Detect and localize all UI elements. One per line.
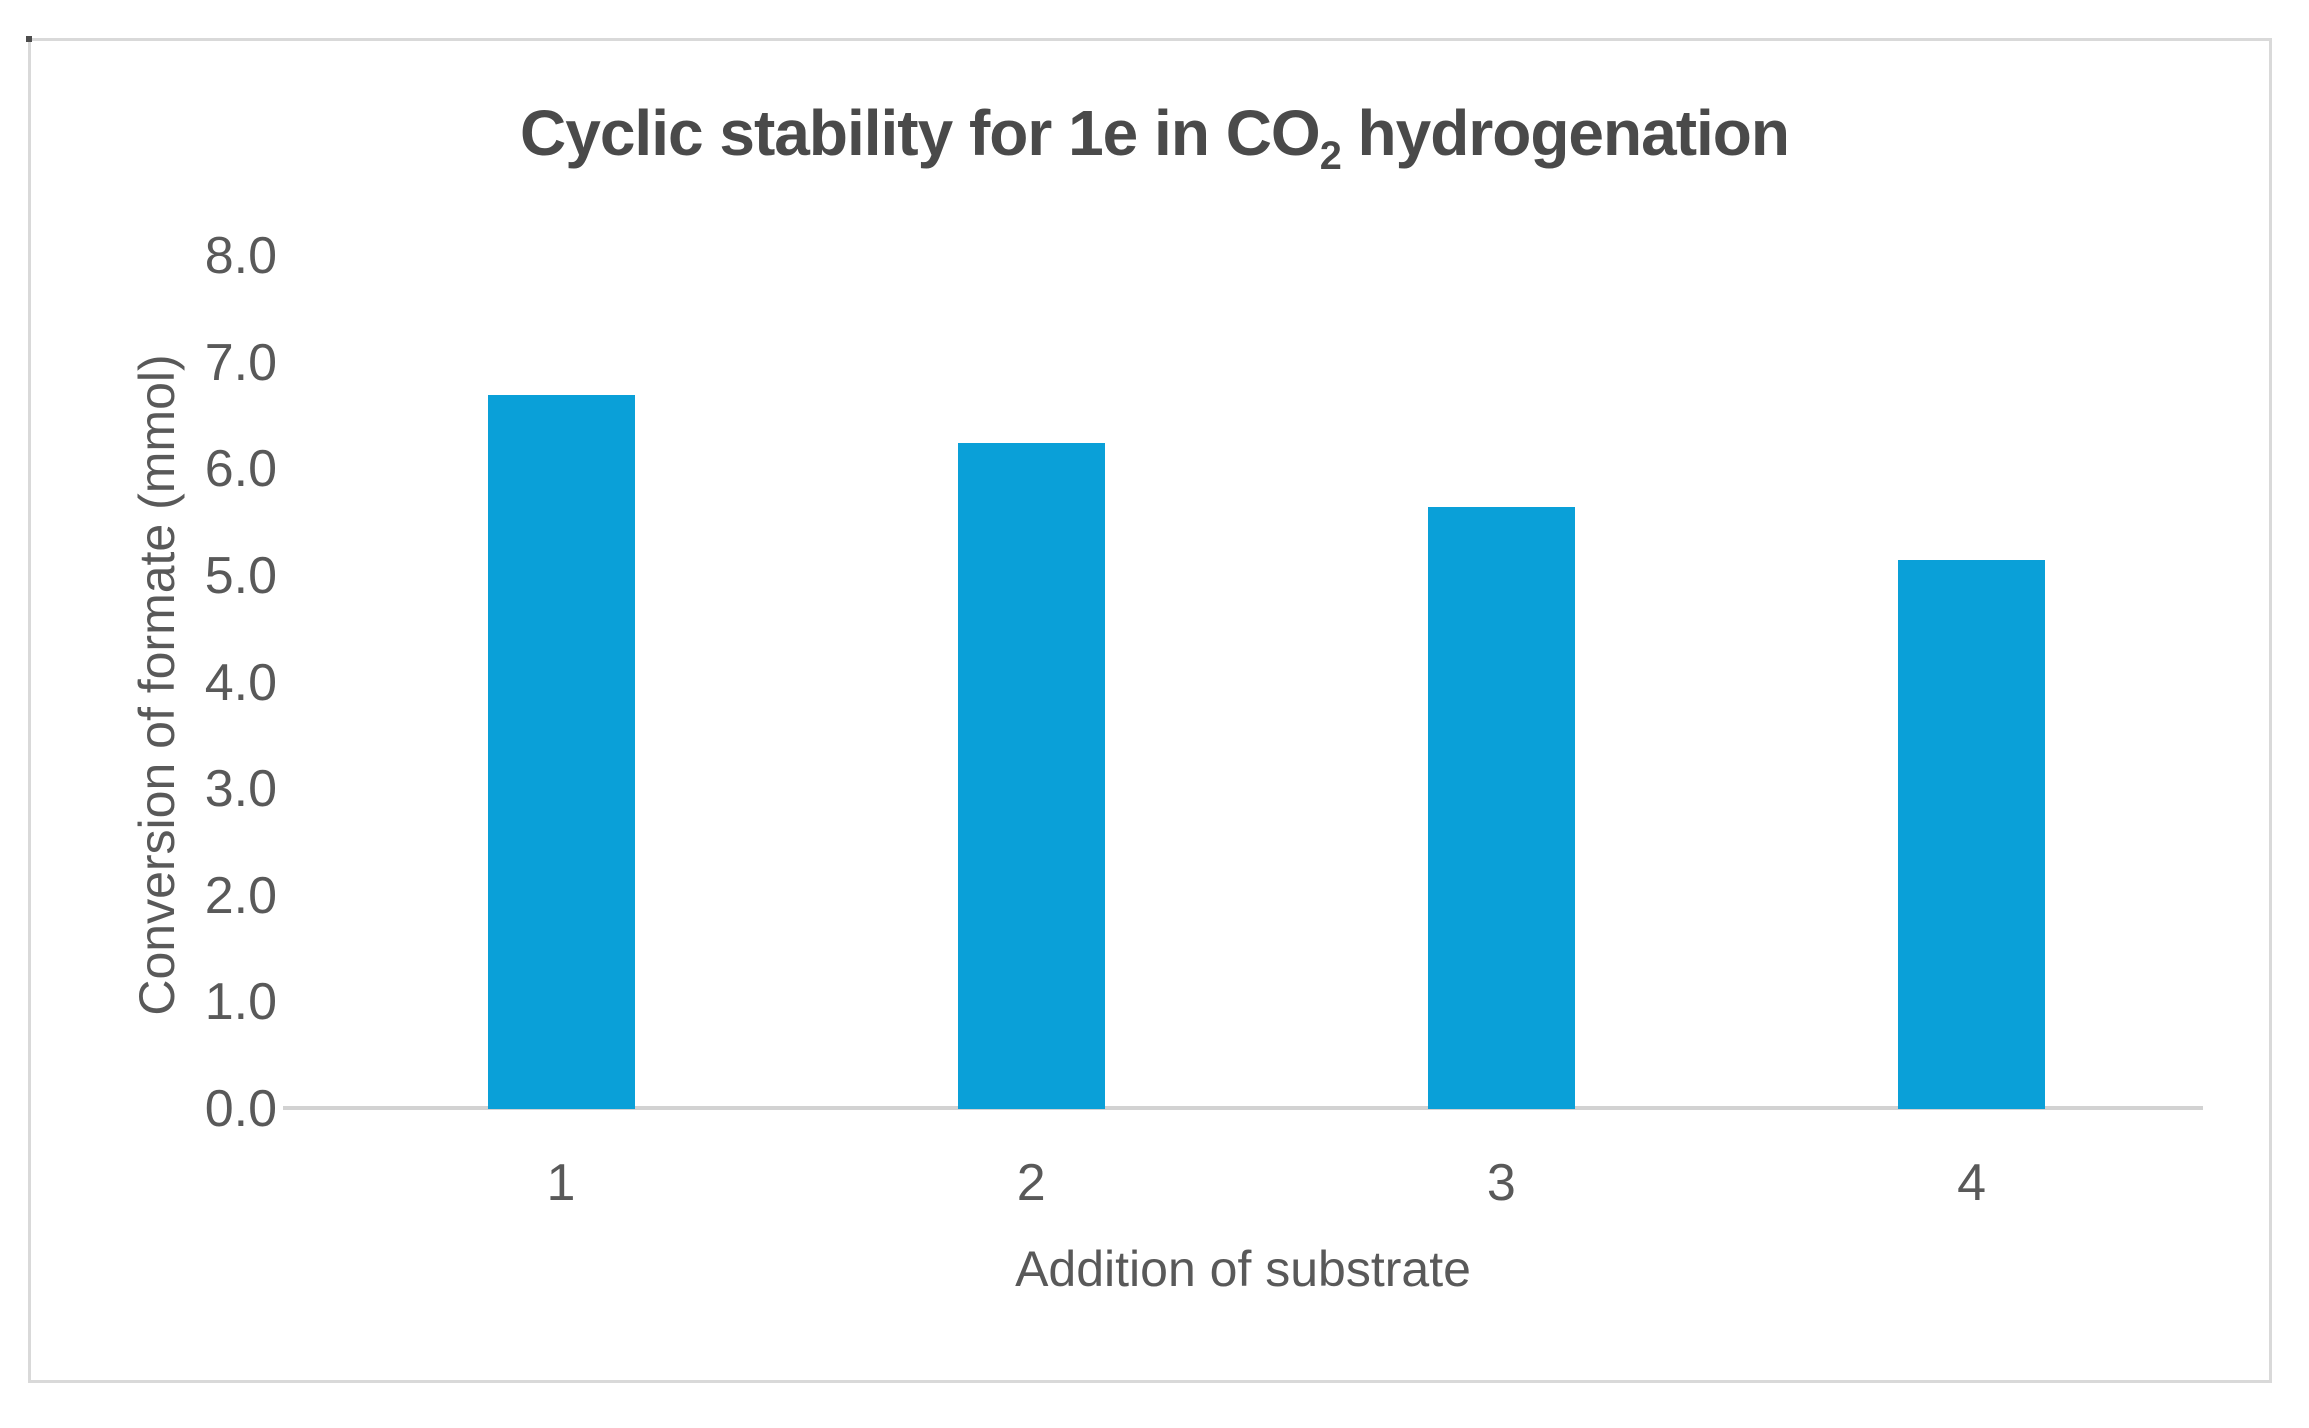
bar-addition-2 <box>957 442 1105 1109</box>
x-axis-line <box>283 1106 2203 1110</box>
y-tick-label: 1.0 <box>204 973 277 1032</box>
y-tick-label: 4.0 <box>204 653 277 712</box>
bar-addition-3 <box>1427 506 1575 1109</box>
y-tick-label: 6.0 <box>204 440 277 499</box>
bar-addition-4 <box>1898 560 2046 1109</box>
y-tick-label: 2.0 <box>204 866 277 925</box>
x-tick-label: 3 <box>1486 1154 1516 1212</box>
chart-title: Cyclic stability for 1e in CO2 hydrogena… <box>0 96 2309 176</box>
y-tick-label: 7.0 <box>204 333 277 392</box>
chart-title-subscript: 2 <box>1319 133 1342 178</box>
x-tick-label: 1 <box>546 1154 576 1212</box>
y-tick-label: 0.0 <box>204 1080 277 1138</box>
x-tick-label: 4 <box>1957 1154 1987 1212</box>
figure-border <box>28 38 2272 1383</box>
y-tick-label: 5.0 <box>204 547 277 605</box>
border-anchor-dot <box>26 36 32 42</box>
y-tick-label: 8.0 <box>204 227 277 286</box>
x-tick-label: 2 <box>1016 1154 1046 1212</box>
x-axis-title: Addition of substrate <box>1015 1241 1471 1297</box>
chart-title-prefix: Cyclic stability for 1e in CO <box>520 97 1321 169</box>
y-tick-label: 3.0 <box>204 760 277 819</box>
bar-addition-1 <box>487 394 635 1109</box>
chart-title-suffix: hydrogenation <box>1340 97 1790 169</box>
